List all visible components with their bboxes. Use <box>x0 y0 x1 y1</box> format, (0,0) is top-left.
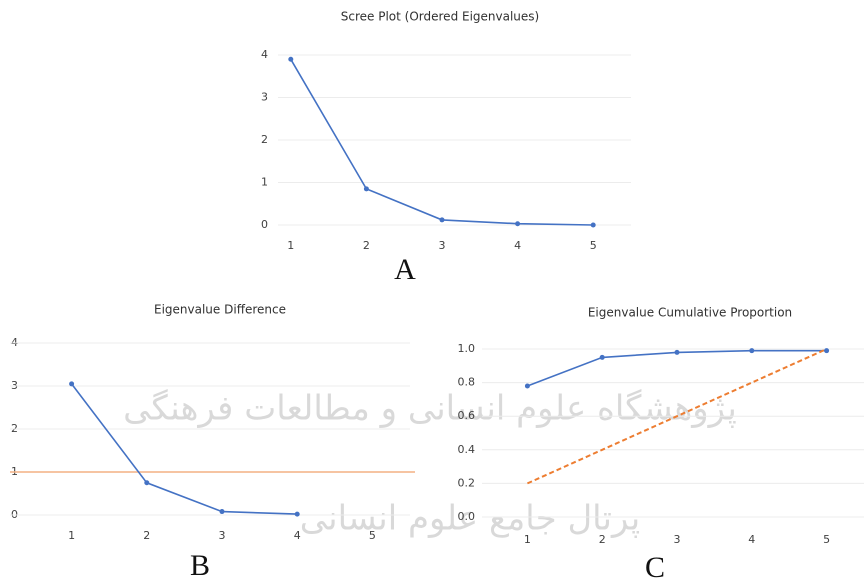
x-tick-label: 2 <box>599 533 606 546</box>
x-tick-label: 1 <box>287 239 294 252</box>
data-point <box>600 355 605 360</box>
y-tick-label: 4 <box>261 48 268 61</box>
x-tick-label: 3 <box>439 239 446 252</box>
y-tick-label: 0.2 <box>458 476 476 489</box>
chart-title: Eigenvalue Cumulative Proportion <box>588 306 792 320</box>
y-tick-label: 0 <box>261 218 268 231</box>
watermark: پژوهشگاه علوم انسانی و مطالعات فرهنگی <box>123 389 737 429</box>
x-tick-label: 5 <box>823 533 830 546</box>
data-point <box>220 509 225 514</box>
y-tick-label: 1.0 <box>458 342 476 355</box>
x-tick-label: 2 <box>143 529 150 542</box>
data-point <box>675 350 680 355</box>
series-line <box>527 351 826 386</box>
data-point <box>69 381 74 386</box>
data-point <box>364 186 369 191</box>
data-point <box>525 383 530 388</box>
y-tick-label: 3 <box>261 91 268 104</box>
y-tick-label: 0.0 <box>458 510 476 523</box>
x-tick-label: 5 <box>369 529 376 542</box>
data-point <box>288 57 293 62</box>
figure: پژوهشگاه علوم انسانی و مطالعات فرهنگی پر… <box>0 0 864 584</box>
data-point <box>591 223 596 228</box>
series-line <box>291 59 593 225</box>
x-tick-label: 1 <box>524 533 531 546</box>
data-point <box>440 217 445 222</box>
x-tick-label: 5 <box>590 239 597 252</box>
panel-label: B <box>190 549 210 582</box>
data-point <box>515 221 520 226</box>
x-tick-label: 1 <box>68 529 75 542</box>
y-tick-label: 0.6 <box>458 409 476 422</box>
y-tick-label: 0.4 <box>458 443 476 456</box>
panel-label: C <box>645 551 665 584</box>
chart-title: Eigenvalue Difference <box>154 303 286 317</box>
data-point <box>824 348 829 353</box>
x-tick-label: 4 <box>748 533 755 546</box>
panel-label: A <box>394 253 416 286</box>
data-point <box>144 480 149 485</box>
x-tick-label: 4 <box>514 239 521 252</box>
x-tick-label: 3 <box>674 533 681 546</box>
data-point <box>295 512 300 517</box>
data-point <box>749 348 754 353</box>
y-tick-label: 2 <box>261 133 268 146</box>
x-tick-label: 3 <box>219 529 226 542</box>
x-tick-label: 4 <box>294 529 301 542</box>
y-tick-label: 0.8 <box>458 376 476 389</box>
chart-title: Scree Plot (Ordered Eigenvalues) <box>341 10 539 24</box>
x-tick-label: 2 <box>363 239 370 252</box>
y-tick-label: 1 <box>261 176 268 189</box>
